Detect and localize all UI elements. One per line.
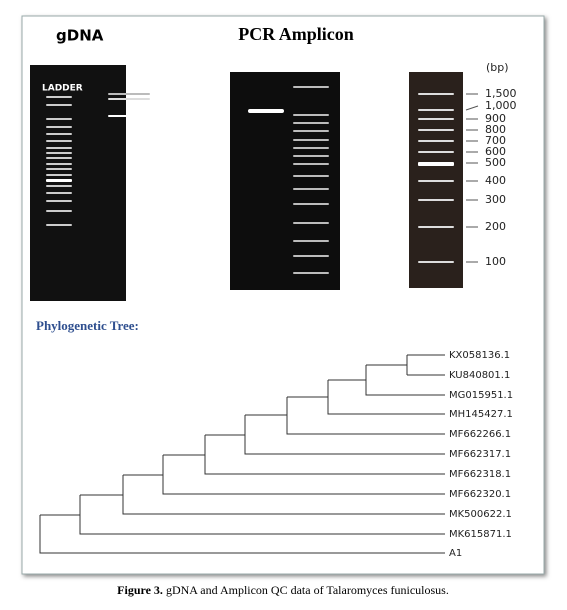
band <box>46 200 72 202</box>
band <box>293 203 329 205</box>
band <box>418 93 454 95</box>
ladder-size-label: 1,500 <box>485 87 517 100</box>
band <box>293 188 329 190</box>
band <box>418 109 454 111</box>
ladder-size-label: 800 <box>485 123 506 136</box>
band <box>46 210 72 212</box>
band <box>293 222 329 224</box>
ladder-size-label: 1,000 <box>485 99 517 112</box>
band <box>293 163 329 165</box>
band <box>108 115 150 117</box>
band <box>108 98 150 100</box>
ladder-size-label: 200 <box>485 220 506 233</box>
tree-title: Phylogenetic Tree: <box>36 318 139 333</box>
leaf-label: MH145427.1 <box>449 409 513 420</box>
band <box>293 130 329 132</box>
band <box>293 147 329 149</box>
band <box>418 162 454 166</box>
ladder-tick <box>465 105 479 111</box>
tree-branches <box>39 354 445 554</box>
leaf-label: MF662320.1 <box>449 489 511 500</box>
band <box>293 114 329 116</box>
band <box>293 155 329 157</box>
leaf-label: MF662266.1 <box>449 429 511 440</box>
band <box>108 93 150 95</box>
caption-label: Figure 3. <box>117 583 163 597</box>
band <box>248 109 284 113</box>
band <box>46 96 72 98</box>
band <box>46 185 72 187</box>
leaf-label: MF662318.1 <box>449 469 511 480</box>
leaf-label: MF662317.1 <box>449 449 511 460</box>
band <box>418 180 454 182</box>
band <box>46 163 72 165</box>
band <box>46 147 72 149</box>
leaf-label: KX058136.1 <box>449 350 510 361</box>
band <box>46 192 72 194</box>
band <box>46 126 72 128</box>
band <box>293 240 329 242</box>
band <box>46 179 72 182</box>
band <box>418 151 454 153</box>
caption: Figure 3. gDNA and Amplicon QC data of T… <box>117 583 449 597</box>
ladder-size-label: 400 <box>485 174 506 187</box>
band <box>293 255 329 257</box>
band <box>46 157 72 159</box>
band <box>46 224 72 226</box>
leaf-label: KU840801.1 <box>449 370 510 381</box>
gel-gdna <box>30 65 126 301</box>
band <box>46 168 72 170</box>
band <box>418 129 454 131</box>
band <box>418 199 454 201</box>
band <box>293 122 329 124</box>
band <box>418 140 454 142</box>
band <box>418 118 454 120</box>
ladder-label: LADDER <box>42 84 83 94</box>
band <box>46 118 72 120</box>
leaf-label: MK615871.1 <box>449 529 512 540</box>
ladder-unit: (bp) <box>486 61 509 74</box>
band <box>293 86 329 88</box>
gdna-title: gDNA <box>56 27 104 45</box>
ladder-size-label: 600 <box>485 145 506 158</box>
tree <box>39 354 445 554</box>
ladder-size-label: 300 <box>485 193 506 206</box>
band <box>293 175 329 177</box>
leaf-label: MG015951.1 <box>449 390 513 401</box>
pcr-title: PCR Amplicon <box>238 24 354 44</box>
band <box>418 261 454 263</box>
ladder-size-label: 700 <box>485 134 506 147</box>
ladder-size-label: 900 <box>485 112 506 125</box>
leaf-label: MK500622.1 <box>449 509 512 520</box>
band <box>293 272 329 274</box>
gel-pcr <box>230 72 340 290</box>
band <box>46 174 72 176</box>
band <box>46 104 72 106</box>
caption-text: gDNA and Amplicon QC data of Talaromyces… <box>166 583 449 597</box>
band <box>293 139 329 141</box>
ladder-size-label: 100 <box>485 255 506 268</box>
leaf-label: A1 <box>449 548 462 559</box>
band <box>46 140 72 142</box>
ladder-size-label: 500 <box>485 156 506 169</box>
band <box>46 152 72 154</box>
band <box>418 226 454 228</box>
band <box>46 133 72 135</box>
